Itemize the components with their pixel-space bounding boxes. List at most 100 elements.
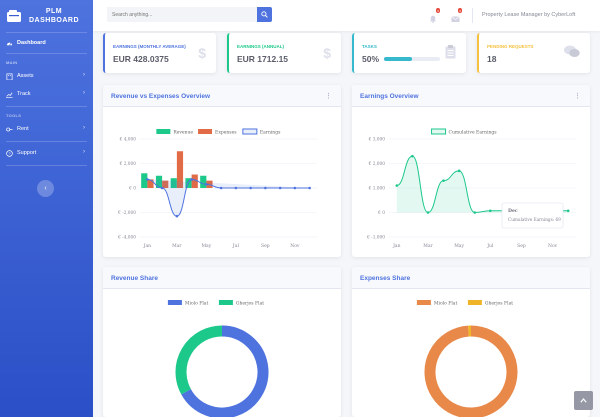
stat-card-pending-requests: PENDING REQUESTS 18 bbox=[477, 33, 590, 73]
bell-icon bbox=[430, 15, 436, 23]
stat-value: 18 bbox=[487, 54, 497, 64]
tooltip-box bbox=[501, 202, 564, 229]
earnings-point bbox=[146, 178, 149, 181]
sidebar-toggle-button[interactable]: ‹ bbox=[37, 180, 54, 197]
chevron-right-icon: › bbox=[83, 72, 85, 78]
legend-swatch bbox=[156, 129, 171, 134]
x-tick-label: Mar bbox=[423, 243, 433, 249]
earnings-area bbox=[147, 179, 310, 217]
sidebar-item-label: Rent bbox=[17, 126, 29, 132]
card-title: Revenue Share bbox=[111, 275, 158, 282]
y-tick-label: € -1,000 bbox=[366, 236, 385, 241]
key-icon bbox=[6, 127, 13, 131]
envelope-icon bbox=[451, 16, 460, 22]
sidebar-item-rent[interactable]: Rent › bbox=[0, 120, 93, 138]
messages-count-badge: 6 bbox=[458, 8, 462, 13]
legend-swatch bbox=[198, 129, 213, 134]
earnings-point bbox=[442, 179, 445, 182]
donut-slice bbox=[175, 325, 223, 395]
earnings-overview-chart: Cumulative Earnings € 3,000 € 2,000 € 1,000… bbox=[366, 128, 576, 249]
brand-logo-icon bbox=[7, 10, 21, 22]
revenue-expenses-card: Revenue vs Expenses Overview ⋮ Revenue Ex… bbox=[103, 85, 341, 257]
expenses-bar bbox=[147, 179, 154, 188]
expenses-bar bbox=[191, 174, 198, 188]
earnings-point bbox=[473, 211, 477, 214]
sidebar-item-dashboard[interactable]: Dashboard bbox=[0, 33, 93, 53]
revenue-bar bbox=[155, 175, 163, 188]
chevron-right-icon: › bbox=[83, 90, 85, 96]
search-icon bbox=[261, 11, 268, 18]
stat-card-monthly-earnings: EARNINGS (MONTHLY AVERAGE) EUR 428.0375 … bbox=[103, 33, 216, 73]
card-title: Earnings Overview bbox=[360, 93, 419, 100]
tachometer-icon bbox=[6, 42, 13, 45]
sidebar-item-label: Dashboard bbox=[17, 40, 46, 46]
search-input[interactable] bbox=[107, 7, 259, 22]
alerts-count-badge: 6 bbox=[436, 8, 440, 13]
legend-label: Gherjos Flat bbox=[485, 301, 513, 307]
earnings-point bbox=[264, 186, 267, 190]
y-tick-label: € 1,000 bbox=[368, 187, 386, 192]
stat-label: PENDING REQUESTS bbox=[487, 44, 534, 49]
alerts-button[interactable]: 6 bbox=[429, 8, 440, 23]
revenue-bar bbox=[141, 173, 148, 188]
legend-swatch bbox=[467, 300, 482, 305]
x-tick-label: Sep bbox=[261, 243, 270, 249]
scroll-to-top-button[interactable] bbox=[574, 391, 593, 410]
sidebar-item-track[interactable]: Track › bbox=[0, 85, 93, 103]
earnings-point bbox=[293, 186, 297, 190]
x-tick-label: Sep bbox=[517, 243, 526, 249]
search-button[interactable] bbox=[257, 7, 272, 22]
earnings-point bbox=[411, 154, 414, 158]
more-options-icon[interactable]: ⋮ bbox=[574, 93, 581, 100]
earnings-point bbox=[160, 186, 164, 190]
sidebar-divider bbox=[6, 53, 87, 54]
chart-icon bbox=[6, 92, 13, 98]
x-tick-label: Jul bbox=[486, 243, 494, 249]
stat-card-annual-earnings: EARNINGS (ANNUAL) EUR 1712.15 $ bbox=[227, 33, 341, 73]
sidebar-divider bbox=[6, 165, 87, 166]
topbar: 6 6 Property Lease Manager by CyberLoft bbox=[93, 0, 600, 31]
expenses-bar bbox=[176, 151, 184, 188]
chevron-right-icon: › bbox=[83, 149, 85, 155]
legend-swatch bbox=[218, 300, 233, 305]
chevron-up-icon bbox=[580, 398, 587, 403]
legend-swatch bbox=[167, 300, 182, 305]
x-tick-label: Jul bbox=[232, 243, 240, 249]
sidebar-item-assets[interactable]: Assets › bbox=[0, 67, 93, 85]
y-tick-label: € 0 bbox=[128, 187, 136, 192]
revenue-bar bbox=[200, 175, 207, 188]
earnings-point bbox=[488, 209, 492, 213]
card-header: Earnings Overview ⋮ bbox=[352, 85, 590, 107]
sidebar: PLM DASHBOARD Dashboard MAIN Assets › Tr… bbox=[0, 0, 93, 417]
card-header: Revenue vs Expenses Overview ⋮ bbox=[103, 85, 341, 107]
tooltip-body: Cumulative Earnings: 69 bbox=[508, 217, 561, 222]
x-tick-label: Jan bbox=[392, 243, 400, 249]
brand-title: PLM DASHBOARD bbox=[29, 7, 79, 25]
earnings-line bbox=[147, 178, 310, 217]
x-tick-label: Nov bbox=[290, 243, 300, 249]
chevron-right-icon: › bbox=[83, 125, 85, 131]
more-options-icon[interactable]: ⋮ bbox=[325, 93, 332, 100]
sidebar-item-support[interactable]: ? Support › bbox=[0, 144, 93, 162]
brand[interactable]: PLM DASHBOARD bbox=[0, 0, 93, 32]
messages-button[interactable]: 6 bbox=[451, 8, 462, 22]
tooltip-title: Dec bbox=[508, 208, 518, 214]
card-header: Expenses Share bbox=[352, 267, 590, 289]
stat-value: EUR 428.0375 bbox=[113, 54, 169, 64]
user-menu[interactable]: Property Lease Manager by CyberLoft bbox=[482, 12, 576, 18]
sidebar-divider bbox=[6, 32, 87, 33]
revenue-expenses-chart: Revenue Expenses Earnings € 4,000 € 2,000 € 0… bbox=[117, 128, 317, 249]
legend-label: Miolo Flat bbox=[185, 301, 209, 307]
earnings-point bbox=[426, 211, 430, 214]
x-tick-label: Nov bbox=[548, 243, 558, 249]
earnings-overview-card: Earnings Overview ⋮ Cumulative Earnings €… bbox=[352, 85, 590, 257]
revenue-bar bbox=[170, 178, 177, 188]
sidebar-divider bbox=[6, 106, 87, 107]
expenses-bar bbox=[162, 180, 169, 188]
legend-label: Cumulative Earnings bbox=[449, 130, 498, 136]
earnings-point bbox=[205, 183, 208, 186]
sidebar-section-main: MAIN bbox=[6, 60, 18, 65]
stat-value: EUR 1712.15 bbox=[237, 54, 289, 64]
sidebar-section-tools: TOOLS bbox=[6, 113, 22, 118]
legend-swatch bbox=[242, 128, 258, 135]
